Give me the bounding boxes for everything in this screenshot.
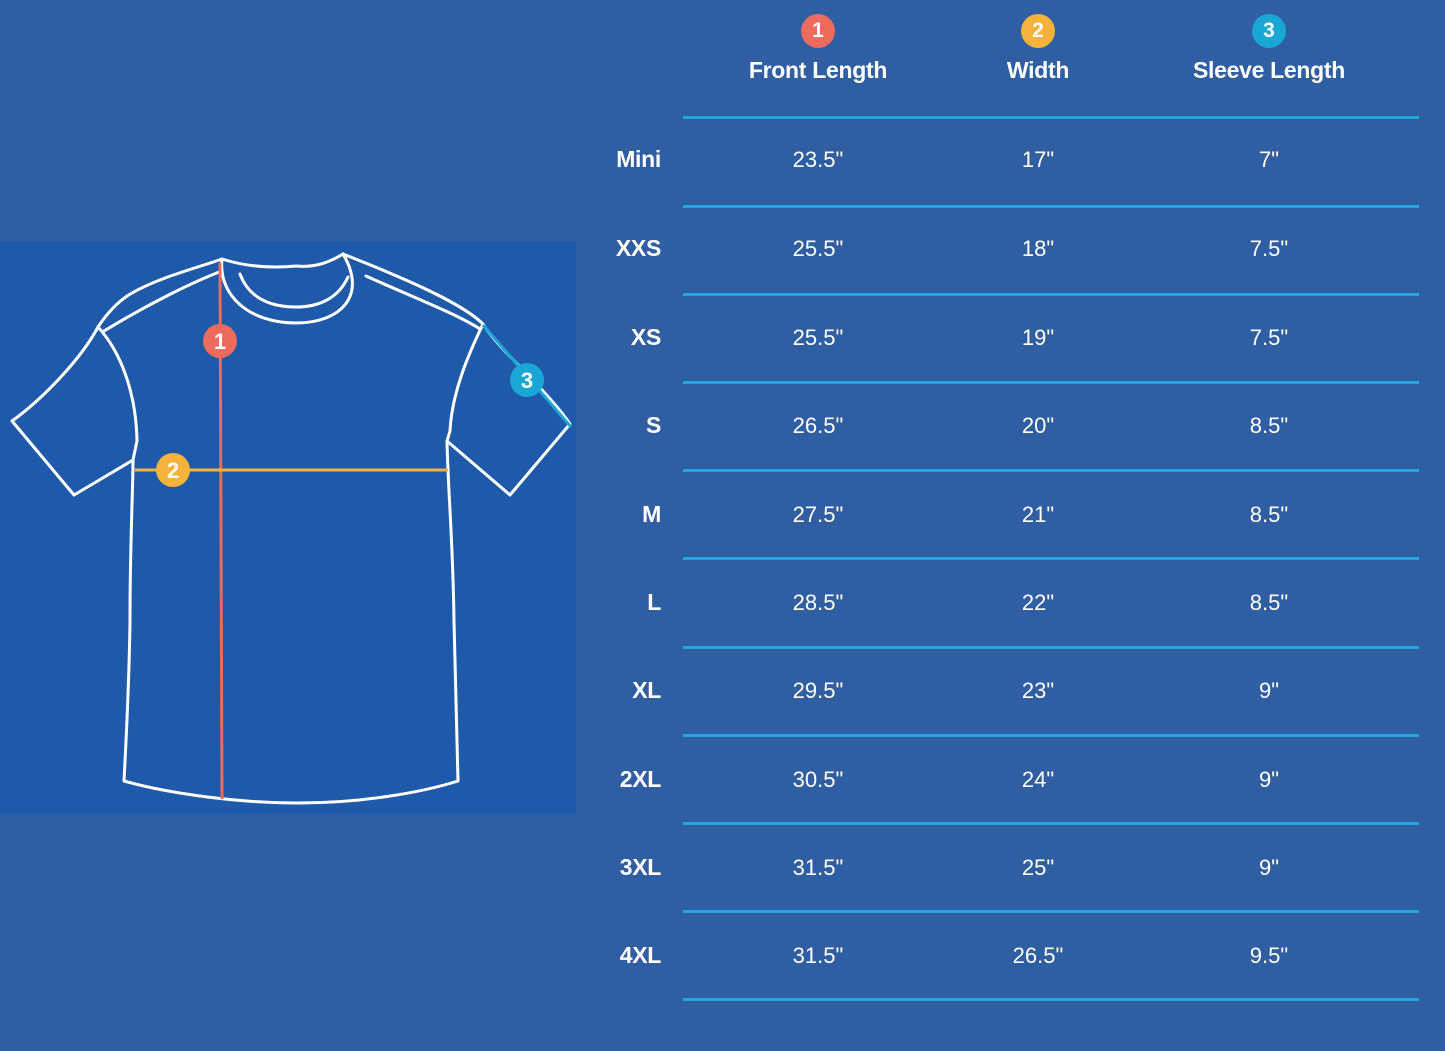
column-header-sleeve-length: 3 Sleeve Length <box>1149 14 1389 84</box>
divider <box>683 822 1419 825</box>
cell-width: 20" <box>1021 413 1055 438</box>
size-label-xl: XL <box>632 677 661 703</box>
marker-width: 2 <box>156 453 190 487</box>
divider <box>683 557 1419 560</box>
column-header-front-length: 1 Front Length <box>698 14 938 84</box>
column-header-width: 2 Width <box>918 14 1158 84</box>
cell-front-length: 26.5" <box>792 413 844 438</box>
column-title-width: Width <box>1006 57 1070 83</box>
divider <box>683 469 1419 472</box>
column-title-front-length: Front Length <box>748 57 888 83</box>
size-label-xxs: XXS <box>615 235 661 261</box>
svg-text:2: 2 <box>167 458 179 483</box>
size-label-3xl: 3XL <box>619 854 662 880</box>
badge-front-length: 1 <box>801 14 835 48</box>
cell-front-length: 31.5" <box>792 855 844 880</box>
column-title-sleeve-length: Sleeve Length <box>1192 57 1346 83</box>
size-label-m: M <box>642 501 661 527</box>
divider <box>683 646 1419 649</box>
size-label-xs: XS <box>630 324 661 350</box>
size-label-s: S <box>645 412 661 438</box>
cell-width: 17" <box>1021 147 1055 172</box>
tshirt-diagram-panel: 1 2 3 <box>0 241 576 814</box>
svg-text:3: 3 <box>521 368 533 393</box>
tshirt-diagram: 1 2 3 <box>10 252 573 805</box>
collar-outer <box>220 252 354 325</box>
cell-sleeve-length: 7" <box>1258 147 1280 172</box>
divider <box>683 998 1419 1001</box>
badge-sleeve-length: 3 <box>1252 14 1286 48</box>
cell-width: 25" <box>1021 855 1055 880</box>
collar-rib <box>238 272 350 309</box>
cell-width: 19" <box>1021 325 1055 350</box>
cell-front-length: 25.5" <box>792 325 844 350</box>
divider <box>683 910 1419 913</box>
divider <box>683 293 1419 296</box>
svg-text:1: 1 <box>214 329 226 354</box>
divider <box>683 734 1419 737</box>
divider <box>683 381 1419 384</box>
cell-front-length: 29.5" <box>792 678 844 703</box>
right-shoulder-seam <box>364 274 482 331</box>
size-label-l: L <box>647 589 661 615</box>
marker-front-length: 1 <box>203 324 237 358</box>
size-label-4xl: 4XL <box>619 942 662 968</box>
cell-width: 18" <box>1021 236 1055 261</box>
cell-sleeve-length: 7.5" <box>1249 236 1289 261</box>
collar-inner <box>220 252 345 269</box>
cell-front-length: 23.5" <box>792 147 844 172</box>
cell-front-length: 28.5" <box>792 590 844 615</box>
cell-width: 21" <box>1021 502 1055 527</box>
right-armhole-seam <box>445 322 485 443</box>
cell-sleeve-length: 8.5" <box>1249 502 1289 527</box>
cell-sleeve-length: 9.5" <box>1249 943 1289 968</box>
divider <box>683 205 1419 208</box>
size-label-mini: Mini <box>616 146 661 172</box>
cell-width: 22" <box>1021 590 1055 615</box>
cell-front-length: 31.5" <box>792 943 844 968</box>
cell-width: 26.5" <box>1012 943 1064 968</box>
cell-sleeve-length: 9" <box>1258 767 1280 792</box>
left-armhole-seam <box>96 325 139 462</box>
cell-width: 23" <box>1021 678 1055 703</box>
badge-width: 2 <box>1021 14 1055 48</box>
cell-front-length: 27.5" <box>792 502 844 527</box>
marker-sleeve-length: 3 <box>510 363 544 397</box>
cell-sleeve-length: 9" <box>1258 855 1280 880</box>
cell-sleeve-length: 7.5" <box>1249 325 1289 350</box>
tshirt-body-outline <box>10 252 572 805</box>
cell-front-length: 25.5" <box>792 236 844 261</box>
cell-sleeve-length: 8.5" <box>1249 590 1289 615</box>
cell-width: 24" <box>1021 767 1055 792</box>
cell-sleeve-length: 8.5" <box>1249 413 1289 438</box>
cell-sleeve-length: 9" <box>1258 678 1280 703</box>
size-label-2xl: 2XL <box>619 766 662 792</box>
divider <box>683 116 1419 119</box>
left-shoulder-seam <box>102 269 224 333</box>
cell-front-length: 30.5" <box>792 767 844 792</box>
